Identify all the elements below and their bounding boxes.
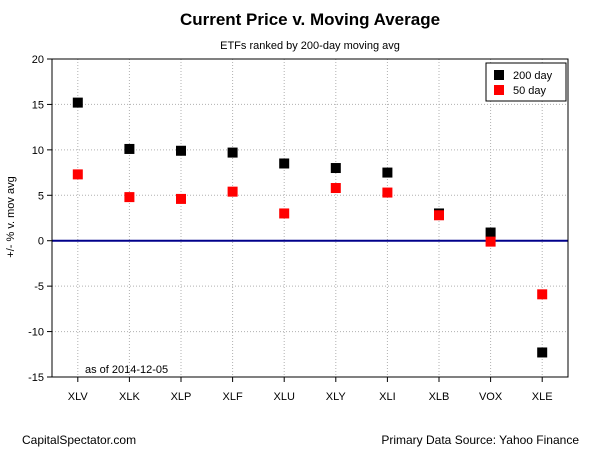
y-tick-label: 15 <box>32 99 44 111</box>
x-tick-label: XLV <box>68 391 89 403</box>
point-50-day-xle <box>537 289 548 300</box>
point-200-day-vox <box>485 227 496 238</box>
legend-label: 200 day <box>513 70 553 82</box>
point-50-day-xly <box>330 183 341 194</box>
axes: -15 -10 -5 0 5 10 15 20 XLV XLK XLP XLF XLU XLY XLI XLB… <box>28 54 569 403</box>
point-50-day-xli <box>382 187 393 198</box>
x-tick-label: VOX <box>479 391 503 403</box>
point-50-day-xlf <box>227 186 238 197</box>
x-tick-label: XLK <box>119 391 140 403</box>
x-tick-label: XLY <box>326 391 347 403</box>
x-tick-label: XLP <box>171 391 192 403</box>
x-tick-label: XLI <box>379 391 396 403</box>
footer-left: CapitalSpectator.com <box>22 433 136 447</box>
y-tick-label: -10 <box>28 327 44 339</box>
point-200-day-xli <box>382 167 393 178</box>
point-50-day-xlp <box>176 193 186 204</box>
footer-right: Primary Data Source: Yahoo Finance <box>381 433 579 447</box>
point-200-day-xlu <box>279 158 290 169</box>
point-200-day-xlp <box>176 145 186 156</box>
point-200-day-xle <box>537 347 548 358</box>
legend-swatch <box>494 85 504 95</box>
point-200-day-xlv <box>72 97 83 108</box>
x-tick-label: XLU <box>273 391 294 403</box>
point-50-day-xlu <box>279 208 290 219</box>
chart-subtitle: ETFs ranked by 200-day moving avg <box>220 40 400 52</box>
y-tick-label: -15 <box>28 372 44 384</box>
x-tick-label: XLB <box>429 391 450 403</box>
x-tick-label: XLE <box>532 391 553 403</box>
legend: 200 day 50 day <box>485 62 567 102</box>
point-50-day-vox <box>485 236 496 247</box>
point-200-day-xlf <box>227 147 238 158</box>
point-50-day-xlk <box>124 192 135 203</box>
point-200-day-xlk <box>124 143 135 154</box>
legend-label: 50 day <box>513 85 547 97</box>
y-tick-label: -5 <box>34 281 44 293</box>
point-50-day-xlv <box>72 169 83 180</box>
legend-swatch <box>494 70 504 80</box>
y-tick-label: 5 <box>38 190 44 202</box>
y-tick-label: 0 <box>38 236 44 248</box>
plot-frame <box>51 58 569 378</box>
y-tick-label: 10 <box>32 145 44 157</box>
x-tick-label: XLF <box>223 391 243 403</box>
as-of-note: as of 2014-12-05 <box>85 364 168 376</box>
grid <box>52 58 568 378</box>
point-50-day-xlb <box>434 210 444 221</box>
chart-title: Current Price v. Moving Average <box>180 10 440 29</box>
y-axis-label: +/- % v. mov avg <box>5 176 17 257</box>
point-200-day-xly <box>330 163 341 174</box>
data-points <box>72 97 548 358</box>
y-tick-label: 20 <box>32 54 44 66</box>
